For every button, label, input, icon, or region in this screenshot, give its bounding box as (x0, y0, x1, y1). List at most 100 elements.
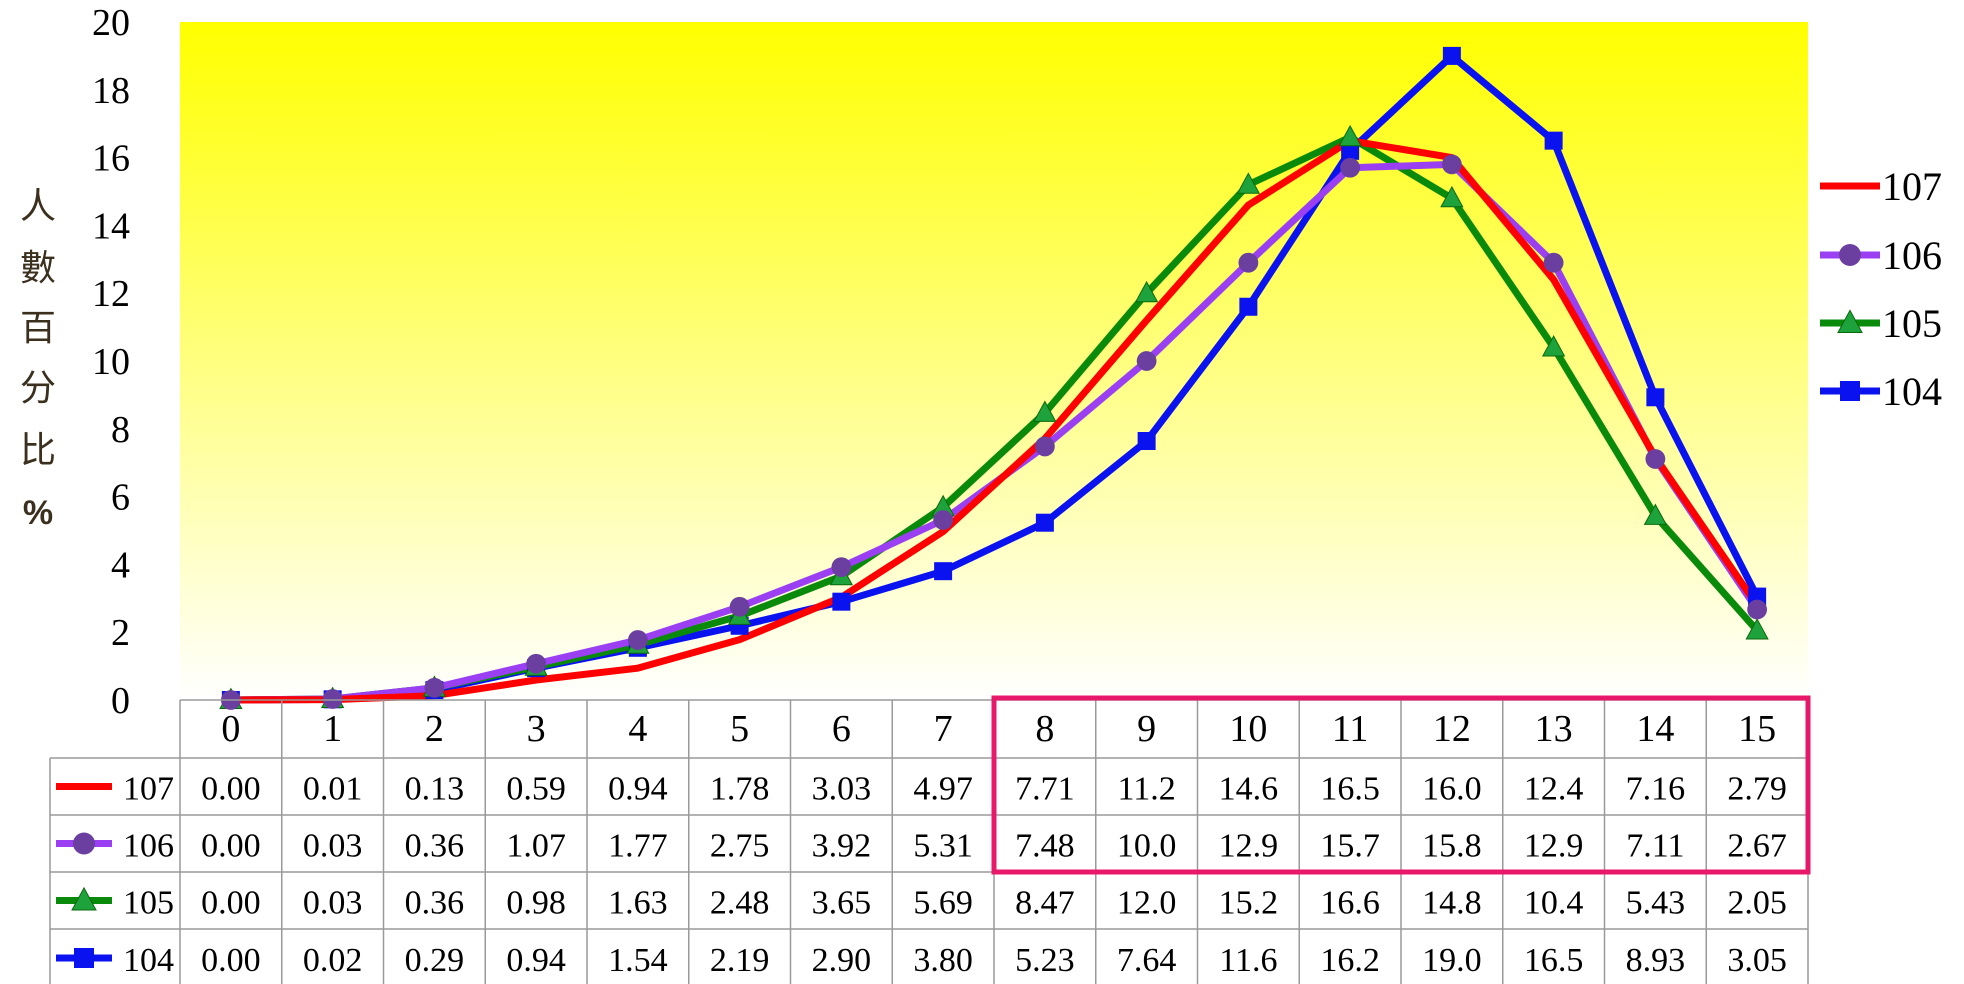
x-tick-label: 15 (1738, 708, 1776, 750)
table-cell: 0.36 (405, 828, 465, 865)
y-tick-label: 4 (111, 544, 130, 586)
table-cell: 2.75 (710, 828, 770, 865)
table-cell: 12.0 (1117, 885, 1177, 922)
data-point-106 (526, 653, 547, 674)
data-point-106 (322, 689, 343, 709)
table-cell: 10.0 (1117, 828, 1177, 865)
data-point-105 (1236, 172, 1261, 194)
table-cell: 15.8 (1422, 828, 1482, 865)
data-point-106 (933, 510, 954, 530)
table-cell: 16.6 (1320, 885, 1380, 922)
legend: 107 106 105 104 (1820, 164, 1942, 414)
legend-marker (1839, 244, 1861, 266)
data-point-105 (1033, 400, 1057, 422)
table-cell: 1.78 (710, 771, 770, 808)
table-cell: 3.80 (913, 942, 973, 979)
table-cell: 0.00 (201, 828, 261, 865)
row-series-name: 106 (123, 828, 174, 865)
x-tick-label: 1 (323, 708, 342, 750)
table-cell: 10.4 (1524, 885, 1584, 922)
legend-label: 107 (1882, 164, 1942, 209)
table-cell: 1.54 (608, 942, 668, 979)
table-cell: 3.03 (812, 771, 872, 808)
data-point-104 (1035, 513, 1054, 532)
table-cell: 14.8 (1422, 885, 1482, 922)
table-cell: 8.93 (1626, 942, 1686, 979)
table-cell: 0.36 (405, 885, 465, 922)
data-point-104 (1341, 141, 1360, 160)
row-series-name: 104 (123, 942, 174, 979)
data-point-104 (1544, 131, 1563, 150)
x-tick-label: 5 (730, 708, 749, 750)
row-series-name: 105 (123, 885, 174, 922)
table-cell: 7.16 (1626, 771, 1686, 808)
table-cell: 1.63 (608, 885, 668, 922)
table-cell: 7.11 (1626, 828, 1684, 865)
x-tick-label: 0 (221, 708, 240, 750)
data-point-105 (1745, 618, 1769, 640)
table-cell: 12.9 (1219, 828, 1279, 865)
y-tick-label: 18 (92, 70, 130, 112)
table-cell: 0.01 (303, 771, 363, 808)
data-point-105 (1338, 124, 1362, 147)
data-point-105 (1643, 503, 1668, 525)
table-cell: 3.05 (1727, 942, 1787, 979)
data-point-104 (1646, 388, 1665, 407)
series-layer (219, 46, 1769, 710)
table-cell: 16.0 (1422, 771, 1482, 808)
x-tick-label: 3 (527, 708, 546, 750)
data-point-106 (729, 596, 750, 617)
data-point-106 (831, 557, 852, 578)
table-cell: 0.13 (405, 771, 465, 808)
data-point-106 (1340, 157, 1361, 178)
table-cell: 15.2 (1219, 885, 1279, 922)
highlight-box (991, 695, 1811, 875)
x-tick-label: 2 (425, 708, 444, 750)
table-cell: 2.19 (710, 942, 770, 979)
y-tick-label: 2 (111, 612, 130, 654)
y-axis-title-char: 分 (20, 368, 56, 409)
legend-label: 105 (1882, 301, 1942, 346)
row-legend-marker (73, 832, 95, 855)
table-cell: 12.4 (1524, 771, 1584, 808)
y-axis-title-char: 人 (20, 186, 56, 227)
table-cell: 15.7 (1320, 828, 1380, 865)
y-tick-label: 10 (92, 341, 130, 383)
data-point-106 (1034, 436, 1055, 457)
table-cell: 0.94 (506, 942, 566, 979)
data-point-106 (627, 630, 648, 650)
table-cell: 8.47 (1015, 885, 1075, 922)
y-tick-label: 12 (92, 273, 130, 315)
table-cell: 7.48 (1015, 828, 1075, 865)
data-point-104 (1442, 46, 1461, 65)
table-cell: 5.23 (1015, 942, 1075, 979)
y-tick-label: 0 (111, 680, 130, 722)
data-point-106 (1747, 599, 1768, 620)
table-cell: 0.98 (506, 885, 566, 922)
table-cell: 16.5 (1320, 771, 1380, 808)
data-point-106 (1645, 449, 1666, 469)
x-tick-label: 12 (1433, 708, 1471, 750)
table-cell: 7.64 (1117, 942, 1177, 979)
table-cell: 0.00 (201, 942, 261, 979)
table-cell: 3.92 (812, 828, 872, 865)
y-axis-ticks: 0 2 4 6 8 10 12 14 16 18 20 (92, 2, 130, 722)
table-cell: 4.97 (913, 771, 973, 808)
y-axis-title-char: 比 (20, 430, 56, 471)
x-tick-label: 11 (1332, 708, 1369, 750)
data-point-106 (1136, 351, 1157, 371)
series-line-107 (227, 137, 1761, 704)
x-tick-label: 13 (1535, 708, 1573, 750)
table-cell: 0.00 (201, 771, 261, 808)
y-tick-label: 14 (92, 205, 130, 247)
table-cell: 11.6 (1219, 942, 1277, 979)
y-tick-label: 20 (92, 2, 130, 44)
table-cell: 16.2 (1320, 942, 1380, 979)
table-cell: 2.67 (1727, 828, 1787, 865)
table-cell: 0.03 (303, 828, 363, 865)
table-cell: 0.02 (303, 942, 363, 979)
table-cell: 2.05 (1727, 885, 1787, 922)
